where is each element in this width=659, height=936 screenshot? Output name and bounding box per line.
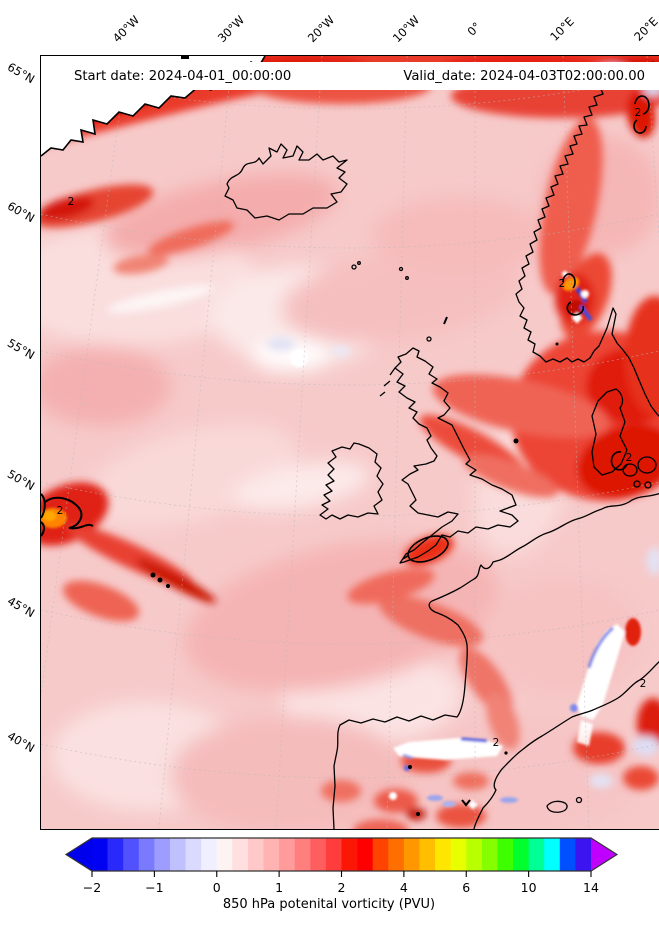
contour-lines: [41, 56, 650, 816]
colorbar-tick-label: 10: [521, 880, 537, 895]
y-tick-label: 45°N: [4, 593, 38, 621]
colorbar-segment: [279, 838, 296, 871]
x-tick-label: 10°W: [389, 12, 423, 46]
colorbar-segment: [357, 838, 374, 871]
colorbar-segment: [169, 838, 186, 871]
colorbar-segment: [419, 838, 436, 871]
colorbar-segment: [497, 838, 514, 871]
contour-label: 2: [625, 451, 633, 464]
colorbar-segment: [466, 838, 483, 871]
y-tick-label: 40°N: [4, 728, 38, 756]
colorbar-segment: [435, 838, 451, 871]
colorbar-segment: [559, 838, 576, 871]
y-tick-label: 65°N: [4, 59, 38, 87]
colorbar-tick-label: 14: [583, 880, 599, 895]
colorbar-segment: [513, 838, 529, 871]
colorbar-segment: [372, 838, 389, 871]
contour-label: 2: [558, 277, 566, 290]
colorbar-segment: [216, 838, 233, 871]
colorbar-tick-label: 6: [462, 880, 470, 895]
colorbar-segment: [294, 838, 311, 871]
colorbar-segment: [325, 838, 342, 871]
x-tick-label: 40°W: [109, 12, 143, 46]
x-tick-label: 0°: [464, 19, 484, 39]
colorbar-segment: [92, 838, 108, 871]
start-date-label: Start date: 2024-04-01_00:00:00: [74, 68, 292, 84]
colorbar-tick-label: 2: [338, 880, 346, 895]
colorbar-segment: [341, 838, 358, 871]
colorbar-segment: [154, 838, 171, 871]
colorbar-segment: [232, 838, 249, 871]
colorbar-segment: [528, 838, 545, 871]
colorbar-tick-label: 1: [275, 880, 283, 895]
colorbar-segment: [201, 838, 218, 871]
colorbar-tick-label: −2: [83, 880, 101, 895]
colorbar-segment: [403, 838, 420, 871]
colorbar-segment: [544, 838, 561, 871]
colorbar-title: 850 hPa potenital vorticity (PVU): [222, 897, 436, 912]
contour-label: 2: [634, 106, 642, 119]
colorbar-segment: [263, 838, 280, 871]
contour-label: 2: [67, 195, 75, 208]
y-tick-label: 60°N: [4, 198, 38, 226]
x-tick-label: 20°W: [304, 12, 338, 46]
x-tick-label: 10°E: [547, 14, 577, 44]
map-title-band: Start date: 2024-04-01_00:00:00 Valid_da…: [41, 62, 659, 90]
colorbar-segment: [123, 838, 140, 871]
colorbar-segment: [481, 838, 498, 871]
colorbar-over-arrow: [591, 838, 617, 871]
contour-label: 2: [639, 677, 647, 690]
colorbar-segment: [310, 838, 327, 871]
colorbar-segment: [388, 838, 405, 871]
colorbar-tick-label: −1: [145, 880, 163, 895]
colorbar-segment: [107, 838, 124, 871]
colorbar-segment: [450, 838, 467, 871]
contour-label: 2: [56, 504, 64, 517]
colorbar-tick-label: 0: [213, 880, 221, 895]
x-tick-label: 30°W: [214, 12, 248, 46]
colorbar-segment: [575, 838, 592, 871]
y-tick-label: 50°N: [4, 466, 38, 494]
colorbar-segment: [138, 838, 155, 871]
pv-field-art: [41, 56, 659, 829]
x-tick-label: 20°E: [631, 14, 659, 44]
colorbar-under-arrow: [66, 838, 92, 871]
colorbar-segment: [185, 838, 202, 871]
pv-map-plot: Start date: 2024-04-01_00:00:00 Valid_da…: [40, 55, 659, 830]
colorbar-segment: [247, 838, 264, 871]
y-tick-label: 55°N: [4, 335, 38, 363]
colorbar-tick-label: 4: [400, 880, 408, 895]
valid-date-label: Valid_date: 2024-04-03T02:00:00.00: [403, 68, 645, 84]
contour-label: 2: [492, 736, 500, 749]
colorbar: −2 −1 0 1 2 4 6 10 14: [64, 837, 619, 895]
